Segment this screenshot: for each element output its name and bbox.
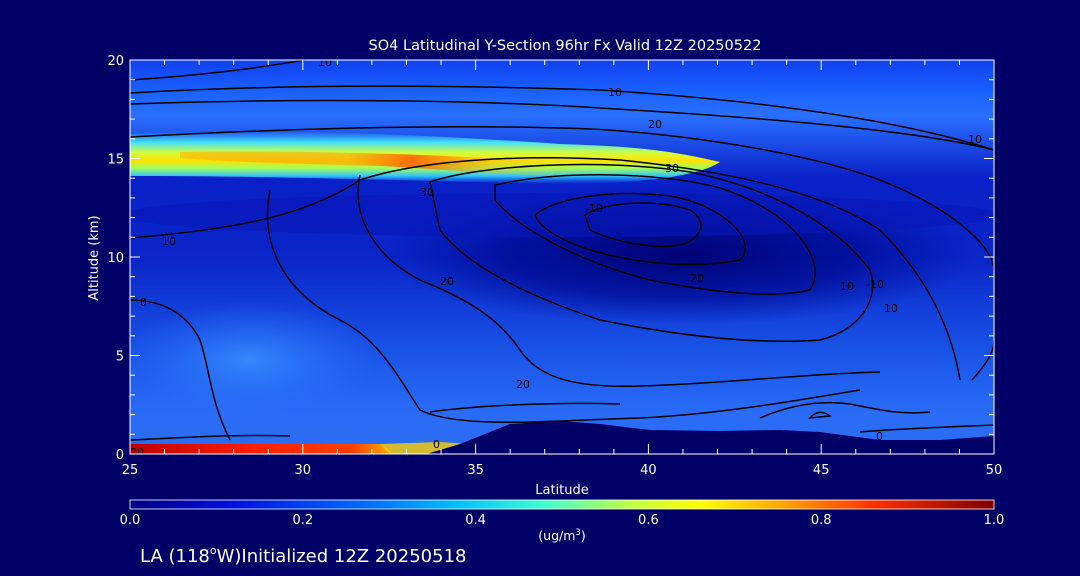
surface-plume-edge xyxy=(380,442,470,454)
contour-label: 0 xyxy=(433,438,440,451)
x-axis-label: Latitude xyxy=(535,483,589,498)
colorbar-tick-label: 0.0 xyxy=(120,513,141,528)
y-axis-label: Altitude (km) xyxy=(87,215,102,300)
plot-area: 10 10 20 30 -10 10 20 10 20 30 20 -10 10… xyxy=(130,56,994,459)
contour-label: 10 xyxy=(884,302,898,315)
chart-title: SO4 Latitudinal Y-Section 96hr Fx Valid … xyxy=(369,38,762,54)
colorbar-tick-label: 0.4 xyxy=(465,513,486,528)
colorbar-tick-label: 0.6 xyxy=(638,513,659,528)
x-tick-label: 40 xyxy=(640,463,657,478)
colorbar-tick-label: 0.8 xyxy=(811,513,832,528)
contour-label: 0 xyxy=(140,296,147,309)
y-tick-label: 15 xyxy=(107,153,124,168)
y-tick-label: 10 xyxy=(107,251,124,266)
contour-label: 10 xyxy=(840,280,854,293)
contour-label-group: 10 10 20 30 -10 10 20 10 20 30 20 -10 10… xyxy=(130,56,982,459)
contour-label: 20 xyxy=(516,378,530,391)
colorbar xyxy=(129,499,995,510)
contour-label: 10 xyxy=(968,133,982,146)
colorbar-tick-label: 1.0 xyxy=(984,513,1005,528)
contour-label: -10 xyxy=(585,202,603,215)
contour-label: 20 xyxy=(690,272,704,285)
colorbar-unit: (ug/m3) xyxy=(538,528,585,543)
contour-label: 10 xyxy=(318,56,332,69)
y-axis: 0 5 10 15 20 xyxy=(107,54,994,463)
contour-label: -10 xyxy=(866,278,884,291)
mid-level-patch xyxy=(130,300,380,420)
contour-label: 20 xyxy=(440,275,454,288)
terrain xyxy=(426,421,994,454)
upper-dark-band xyxy=(130,193,994,237)
x-tick-label: 25 xyxy=(122,463,139,478)
y-tick-label: 0 xyxy=(116,448,124,463)
contour-label: 20 xyxy=(648,118,662,131)
contour-label: 10 xyxy=(162,235,176,248)
contour-lines xyxy=(130,60,994,441)
x-tick-label: 35 xyxy=(467,463,484,478)
upper-plume-core xyxy=(180,151,600,177)
contour-label: 10 xyxy=(608,86,622,99)
contour-label: 0 xyxy=(876,430,883,443)
x-axis: 25 30 35 40 45 50 xyxy=(122,60,1003,478)
surface-plume xyxy=(130,444,392,454)
x-tick-label: 30 xyxy=(295,463,312,478)
contour-label: 30 xyxy=(665,162,679,175)
footer-text: LA (118oW)Initialized 12Z 20250518 xyxy=(140,544,466,567)
y-tick-label: 5 xyxy=(116,350,124,365)
colorbar-ticks: 0.0 0.2 0.4 0.6 0.8 1.0 xyxy=(120,513,1005,528)
colorbar-tick-label: 0.2 xyxy=(292,513,313,528)
contour-label: 30 xyxy=(420,186,434,199)
contour-label: 20 xyxy=(130,446,144,459)
x-tick-label: 45 xyxy=(813,463,830,478)
x-tick-label: 50 xyxy=(986,463,1003,478)
y-tick-label: 20 xyxy=(107,54,124,69)
